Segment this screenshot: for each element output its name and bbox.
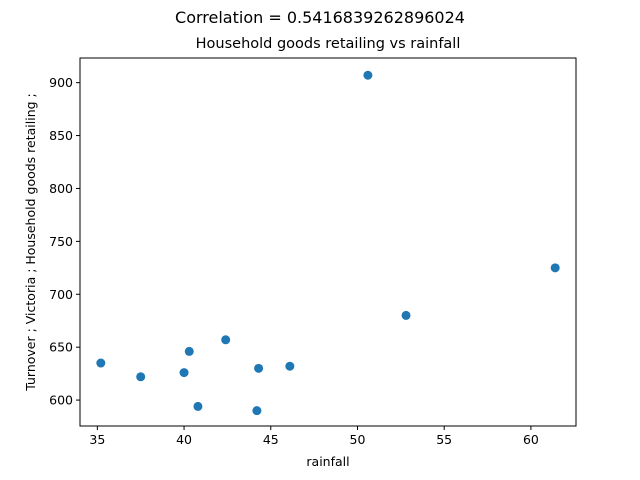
axes-frame	[79, 57, 577, 427]
data-point	[96, 358, 106, 368]
x-tick-label: 35	[89, 432, 105, 447]
x-tick-label: 40	[176, 432, 192, 447]
y-tick-label: 600	[49, 393, 73, 408]
y-axis-label: Turnover ; Victoria ; Household goods re…	[23, 93, 38, 392]
chart-title: Household goods retailing vs rainfall	[196, 36, 461, 52]
data-point	[179, 368, 189, 378]
y-tick-label: 900	[49, 75, 73, 90]
x-tick-label: 45	[263, 432, 279, 447]
data-point	[401, 310, 411, 320]
data-points	[96, 70, 560, 416]
data-point	[550, 263, 560, 273]
x-tick-label: 55	[436, 432, 452, 447]
y-tick-label: 700	[49, 287, 73, 302]
data-point	[184, 346, 194, 356]
x-tick-label: 60	[523, 432, 539, 447]
y-axis: 600 650 700 750 800 850 900	[49, 75, 80, 408]
y-tick-label: 650	[49, 340, 73, 355]
data-point	[254, 363, 264, 373]
y-tick-label: 850	[49, 128, 73, 143]
data-point	[193, 401, 203, 411]
data-point	[363, 70, 373, 80]
x-axis-label: rainfall	[306, 454, 349, 469]
plot-area	[79, 57, 577, 427]
x-tick-label: 50	[350, 432, 366, 447]
data-point	[252, 406, 262, 416]
data-point	[136, 372, 146, 382]
y-tick-label: 750	[49, 234, 73, 249]
data-point	[221, 335, 231, 345]
data-point	[285, 361, 295, 371]
chart-suptitle: Correlation = 0.5416839262896024	[175, 8, 465, 27]
y-tick-label: 800	[49, 181, 73, 196]
x-axis: 35 40 45 50 55 60	[89, 426, 539, 447]
